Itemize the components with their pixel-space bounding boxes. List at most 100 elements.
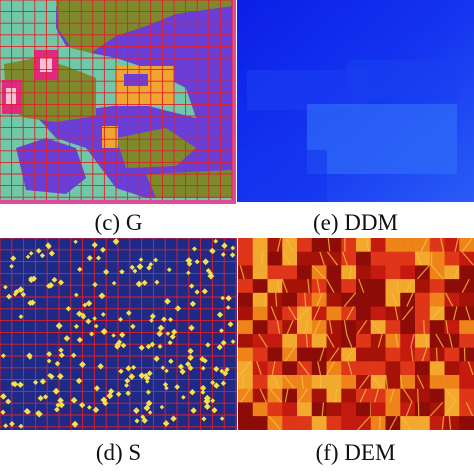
sample-marker	[9, 263, 14, 269]
sample-marker	[3, 423, 9, 429]
dem-cell	[356, 361, 372, 376]
sample-marker	[154, 279, 160, 285]
dem-edge	[297, 388, 308, 403]
dem-cell	[238, 279, 254, 294]
sample-marker	[203, 394, 211, 402]
dem-cell	[267, 265, 283, 280]
dem-cell	[370, 238, 386, 253]
dem-cell	[415, 388, 431, 403]
dem-edge	[349, 265, 352, 280]
dem-cell	[238, 416, 254, 430]
sample-marker	[185, 257, 193, 264]
dem-cell	[429, 361, 445, 376]
dem-cell	[385, 238, 401, 253]
dem-cell	[415, 306, 431, 321]
sample-marker	[200, 389, 206, 395]
dem-edge	[239, 265, 245, 280]
sample-marker	[47, 372, 53, 379]
dem-cell	[326, 306, 342, 321]
dem-cell	[326, 375, 342, 390]
sample-marker	[37, 395, 44, 402]
sample-marker	[194, 259, 200, 265]
sample-marker	[100, 312, 106, 317]
dem-cell	[415, 279, 431, 294]
sample-marker	[186, 270, 191, 276]
sample-marker	[28, 251, 34, 256]
dem-cell	[297, 402, 313, 417]
sample-marker	[0, 393, 7, 400]
dem-edge	[399, 374, 403, 389]
sample-marker	[0, 409, 6, 415]
dem-edge	[465, 306, 471, 321]
sample-marker	[32, 379, 39, 386]
dem-edge	[325, 333, 335, 348]
dem-cell	[459, 333, 474, 349]
dem-cell	[282, 388, 298, 403]
sample-marker	[168, 317, 173, 323]
dem-cell	[459, 306, 474, 321]
dem-edge	[281, 278, 288, 294]
sample-marker	[114, 343, 121, 350]
sample-marker	[143, 404, 151, 412]
dem-cell	[341, 375, 357, 390]
sample-marker	[140, 414, 146, 420]
sample-marker	[222, 370, 229, 377]
sample-marker	[210, 398, 216, 404]
sample-marker	[220, 295, 225, 301]
dem-cell	[356, 238, 372, 253]
s-grid-lines	[0, 238, 237, 430]
dem-cell	[429, 251, 445, 266]
sample-marker	[156, 330, 163, 338]
dem-edge	[316, 292, 324, 307]
dem-cell	[267, 238, 283, 253]
dem-edge	[313, 306, 321, 321]
sample-marker	[219, 328, 224, 334]
dem-cell	[385, 279, 401, 294]
g-segmentation-image	[0, 0, 236, 204]
sample-marker	[13, 288, 20, 295]
dem-edge	[259, 388, 267, 403]
dem-cell	[400, 320, 416, 335]
g-purple-region-lower-left	[16, 138, 86, 194]
sample-marker	[145, 379, 150, 384]
dem-cell	[238, 306, 254, 321]
dem-cell	[341, 402, 357, 417]
sample-marker	[216, 311, 224, 318]
dem-edge	[461, 238, 473, 253]
dem-edge	[275, 292, 278, 307]
sample-marker	[129, 264, 135, 270]
caption-dem: (f) DEM	[315, 440, 396, 465]
dem-cell	[341, 361, 357, 376]
sample-marker	[209, 247, 216, 254]
dem-cell	[238, 320, 254, 335]
sample-marker	[56, 372, 64, 380]
dem-cell	[370, 306, 386, 321]
dem-edge	[269, 388, 283, 403]
dem-cell	[267, 347, 283, 362]
sample-marker	[93, 385, 101, 392]
sample-marker	[85, 318, 92, 325]
sample-marker	[135, 280, 143, 288]
caption-s: (d) S	[95, 440, 142, 465]
dem-edge	[284, 388, 289, 403]
g-magenta-object-2-inner	[6, 88, 16, 104]
dem-edge	[389, 388, 395, 403]
sample-marker	[210, 380, 216, 386]
sample-marker	[153, 257, 159, 263]
dem-edge	[297, 306, 311, 321]
dem-cell	[356, 292, 372, 307]
dem-cell	[385, 347, 401, 362]
caption-g: (c) G	[94, 210, 143, 235]
dem-cell	[267, 251, 283, 266]
sample-marker	[199, 384, 207, 392]
dem-cell	[297, 251, 313, 266]
dem-edge	[465, 402, 474, 417]
dem-cell	[429, 320, 445, 335]
sample-marker	[75, 377, 83, 385]
dem-cell	[238, 292, 254, 307]
dem-edge	[272, 374, 280, 389]
dem-cell	[297, 279, 313, 294]
dem-cell	[252, 388, 268, 403]
sample-marker	[187, 354, 194, 361]
dem-cell	[444, 279, 460, 294]
